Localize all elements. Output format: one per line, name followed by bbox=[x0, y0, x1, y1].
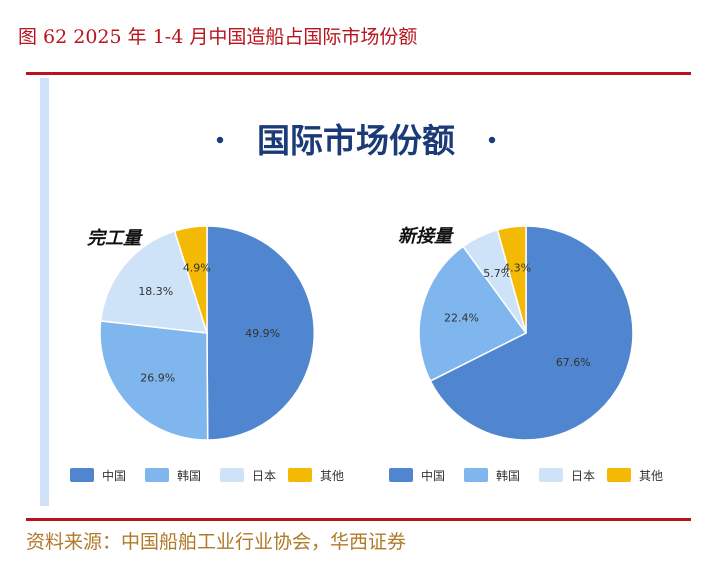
slice-label-china: 67.6% bbox=[556, 356, 591, 369]
legend-label-japan: 日本 bbox=[571, 469, 595, 483]
legend-swatch-japan bbox=[220, 468, 244, 482]
pie-title: 完工量 bbox=[87, 228, 143, 249]
bottom-rule bbox=[26, 518, 691, 521]
legend-swatch-other bbox=[288, 468, 312, 482]
slice-label-other: 4.3% bbox=[503, 261, 531, 274]
legend-label-korea: 韩国 bbox=[177, 468, 201, 483]
figure-title: 图 62 2025 年 1-4 月中国造船占国际市场份额 bbox=[18, 26, 418, 48]
legend-label-other: 其他 bbox=[320, 469, 344, 483]
legend-swatch-japan bbox=[539, 468, 563, 482]
slice-label-korea: 22.4% bbox=[444, 311, 479, 324]
pie-slice-other bbox=[496, 225, 527, 334]
pie-slice-korea bbox=[418, 245, 528, 382]
chart-heading: 国际市场份额 bbox=[257, 121, 455, 160]
pie-slice-other bbox=[173, 225, 208, 334]
slice-label-japan: 5.7% bbox=[483, 267, 511, 280]
legend-label-other: 其他 bbox=[639, 469, 663, 483]
chart-heading-group: 国际市场份额 bbox=[216, 121, 496, 160]
top-rule bbox=[26, 72, 691, 75]
legend-label-korea: 韩国 bbox=[496, 468, 520, 483]
legend-swatch-korea bbox=[464, 468, 488, 482]
legend-label-china: 中国 bbox=[421, 468, 445, 483]
slice-label-china: 49.9% bbox=[245, 327, 280, 340]
heading-dot-right bbox=[488, 136, 496, 144]
pie-slice-china bbox=[206, 225, 316, 441]
legend-swatch-other bbox=[607, 468, 631, 482]
legend-swatch-china bbox=[389, 468, 413, 482]
pie-title: 新接量 bbox=[398, 226, 454, 247]
slice-label-other: 4.9% bbox=[183, 261, 211, 274]
pie-slice-china bbox=[429, 225, 634, 441]
slice-label-japan: 18.3% bbox=[138, 285, 173, 298]
panel-side-bar bbox=[40, 78, 49, 506]
slice-label-korea: 26.9% bbox=[140, 371, 175, 384]
pie-slice-korea bbox=[99, 320, 209, 441]
legend-label-china: 中国 bbox=[102, 468, 126, 483]
pie-slice-japan bbox=[99, 230, 209, 334]
legend-swatch-china bbox=[70, 468, 94, 482]
legend-swatch-korea bbox=[145, 468, 169, 482]
heading-dot-left bbox=[216, 136, 224, 144]
source-note: 资料来源：中国船舶工业行业协会，华西证券 bbox=[26, 531, 407, 553]
legend-label-japan: 日本 bbox=[252, 469, 276, 483]
